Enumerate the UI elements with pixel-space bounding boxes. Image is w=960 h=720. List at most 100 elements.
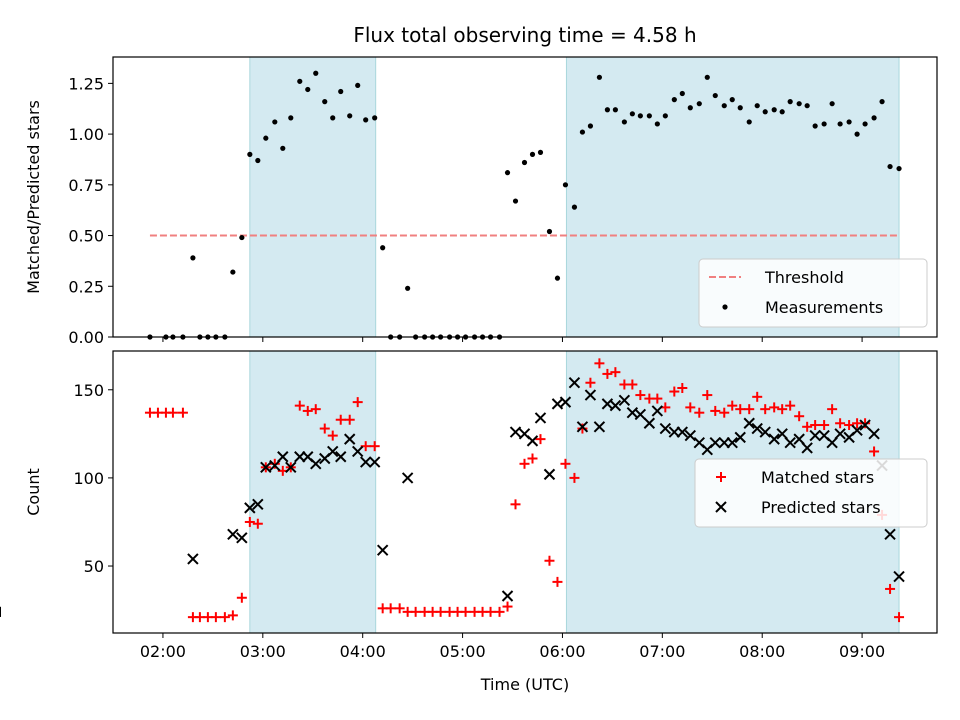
- measurement-point: [837, 121, 843, 127]
- cross-b: [351, 445, 364, 458]
- predicted-stars-point: [260, 461, 272, 474]
- measurement-point: [297, 78, 303, 84]
- measurement-point: [754, 103, 760, 109]
- matched-stars-point: [502, 601, 513, 612]
- measurement-point: [762, 109, 768, 115]
- cross-b: [335, 451, 347, 463]
- measurement-point: [338, 88, 344, 95]
- predicted-stars-point: [651, 405, 664, 417]
- cross-b: [776, 428, 788, 440]
- x-tick-label: 09:00: [839, 642, 885, 661]
- x-tick-label: 04:00: [340, 642, 386, 661]
- measurement-point: [239, 234, 245, 241]
- measurement-point: [821, 121, 827, 127]
- measurement-point: [512, 198, 519, 204]
- predicted-stars-point: [734, 431, 746, 444]
- cross-b: [593, 421, 606, 433]
- legend-box: [694, 458, 928, 528]
- matched-stars-point: [577, 423, 588, 434]
- predicted-stars-point: [335, 451, 347, 463]
- matched-stars-point: [327, 430, 338, 441]
- y-axis-label: Matched/Predicted stars: [24, 100, 43, 294]
- cross-b: [368, 456, 381, 468]
- matched-stars-point: [819, 420, 830, 431]
- y-tick-label: 1.25: [68, 74, 104, 93]
- measurement-point: [621, 119, 627, 125]
- matched-stars-point: [710, 405, 721, 416]
- cross-b: [859, 419, 871, 431]
- predicted-stars-point: [793, 433, 805, 445]
- y-tick-label: 0.00: [68, 328, 104, 347]
- matched-stars-point: [510, 499, 521, 510]
- top-panel: 0.00 0.25 0.50 0.75 1.00 1.25 Matched/Predicte…: [24, 56, 938, 347]
- measurement-point: [280, 145, 286, 151]
- predicted-stars-point: [368, 456, 381, 468]
- axes-frame: [112, 56, 938, 338]
- matched-stars-point: [210, 612, 221, 623]
- measurement-point: [272, 119, 278, 125]
- legend: Matched stars Predicted stars: [694, 458, 928, 528]
- cross-b: [826, 436, 838, 449]
- measurement-point: [263, 135, 269, 141]
- predicted-stars-point: [376, 544, 389, 556]
- predicted-stars-point: [244, 502, 256, 514]
- matched-stars-point: [527, 453, 538, 464]
- measurement-point: [380, 245, 386, 251]
- cross-b: [501, 590, 514, 602]
- predicted-stars-point: [859, 419, 871, 431]
- predicted-stars-point: [534, 412, 547, 424]
- matched-stars-point: [702, 390, 713, 401]
- cross-b: [359, 456, 372, 468]
- matched-stars-point: [635, 390, 646, 401]
- predicted-stars-point: [252, 498, 264, 511]
- cross-b: [509, 426, 522, 438]
- cross-b: [584, 389, 597, 401]
- matched-stars-point: [236, 592, 247, 603]
- predicted-stars-point: [893, 570, 905, 583]
- matched-stars-point: [435, 606, 446, 617]
- measurement-point: [846, 119, 852, 125]
- matched-stars-point: [244, 516, 255, 527]
- cross-b: [260, 461, 272, 474]
- cross-b: [693, 436, 705, 449]
- predicted-stars-point: [559, 396, 572, 408]
- cross-b: [734, 431, 746, 444]
- cross-b: [676, 426, 689, 438]
- matched-stars-point: [810, 420, 821, 431]
- cross-b: [768, 433, 780, 445]
- measurement-point: [596, 74, 603, 80]
- measurement-point: [679, 90, 685, 97]
- legend-box: [698, 258, 928, 328]
- predicted-stars-point: [310, 458, 322, 470]
- legend-cross-b: [715, 501, 727, 513]
- predicted-stars-point: [618, 394, 631, 407]
- cross-b: [793, 433, 805, 445]
- cross-b: [609, 399, 622, 412]
- predicted-stars-point: [634, 408, 647, 421]
- cross-b: [568, 377, 581, 389]
- x-tick-label: 03:00: [240, 642, 286, 661]
- y-tick-label: 150: [73, 381, 104, 400]
- measurement-point: [288, 115, 294, 121]
- cross-b: [801, 442, 813, 454]
- measurement-point: [829, 101, 835, 107]
- cross-b: [551, 398, 564, 410]
- measurement-point: [896, 165, 902, 172]
- cross-b: [834, 428, 846, 440]
- measurement-point: [571, 204, 578, 210]
- measurement-point: [546, 228, 553, 235]
- measurement-point: [529, 151, 536, 157]
- cross-b: [344, 433, 356, 445]
- matched-stars-point: [544, 555, 555, 566]
- matched-stars-point: [369, 441, 380, 452]
- predicted-stars-point: [851, 424, 863, 437]
- matched-stars-point: [460, 606, 471, 617]
- predicted-stars-point: [576, 421, 589, 433]
- y-tick-label: 0.75: [68, 176, 104, 195]
- cross-b: [277, 451, 289, 463]
- matched-stars-point: [719, 407, 730, 418]
- measurement-point: [662, 113, 668, 119]
- measurement-point: [587, 123, 594, 129]
- predicted-stars-point: [236, 532, 248, 544]
